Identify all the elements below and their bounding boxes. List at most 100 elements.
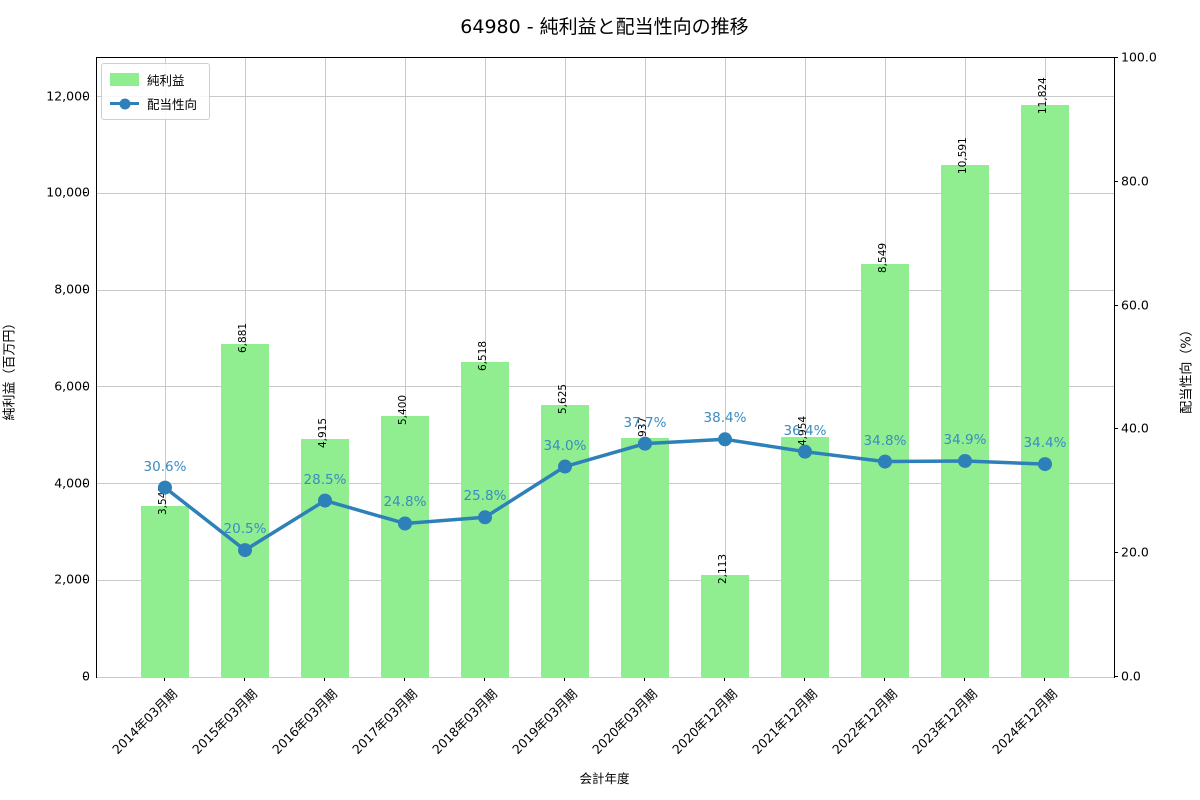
gridline-horizontal <box>97 289 1114 291</box>
payout-ratio-label: 34.0% <box>543 437 587 454</box>
data-point-marker <box>798 444 812 459</box>
x-tick-label: 2019年03月期 <box>508 686 580 757</box>
tick-mark <box>404 677 405 681</box>
payout-ratio-label: 20.5% <box>223 521 267 538</box>
gridline-horizontal <box>97 96 1114 98</box>
data-point-marker <box>238 543 252 558</box>
gridline-horizontal <box>97 579 1114 581</box>
bar-net-income <box>301 439 349 677</box>
payout-ratio-label: 38.4% <box>703 410 747 427</box>
x-tick-label: 2020年03月期 <box>588 686 660 757</box>
tick-mark <box>884 677 885 681</box>
bar-swatch-icon <box>110 73 139 86</box>
y-right-axis-label: 配当性向（%） <box>1179 323 1195 414</box>
payout-ratio-label: 30.6% <box>143 458 187 475</box>
bar-net-income <box>541 404 589 677</box>
tick-mark <box>804 677 805 681</box>
legend-item-net-income: 純利益 <box>110 70 197 89</box>
tick-mark <box>1044 677 1045 681</box>
tick-mark <box>83 289 87 291</box>
y-left-axis-label: 純利益（百万円） <box>2 316 18 421</box>
x-axis-label: 会計年度 <box>579 771 630 786</box>
legend-label: 純利益 <box>147 73 185 88</box>
x-tick-label: 2021年12月期 <box>748 686 820 757</box>
tick-mark <box>164 677 165 681</box>
tick-mark <box>564 677 565 681</box>
tick-mark <box>1114 552 1118 554</box>
payout-ratio-label: 34.9% <box>943 431 987 448</box>
tick-mark <box>83 579 87 581</box>
y-left-tick-label: 0 <box>10 669 90 684</box>
data-point-marker <box>318 493 332 508</box>
plot-area: 3,545 6,881 4,915 5,400 6,518 5,625 4,937 2,113… <box>96 57 1115 678</box>
gridline-vertical <box>324 58 326 677</box>
x-tick-label: 2016年03月期 <box>268 686 340 757</box>
gridline-vertical <box>404 58 406 677</box>
payout-ratio-label: 24.8% <box>383 494 427 511</box>
data-point-marker <box>1038 457 1052 472</box>
chart-title: 64980 - 純利益と配当性向の推移 <box>460 16 749 38</box>
line-swatch-icon <box>110 97 139 110</box>
tick-mark <box>1114 180 1118 182</box>
data-point-marker <box>638 436 652 451</box>
y-left-tick-label: 6,000 <box>54 378 90 394</box>
y-right-tick-label: 60.0 <box>1121 297 1149 313</box>
y-right-tick-label: 80.0 <box>1121 173 1149 189</box>
gridline-vertical <box>804 58 806 677</box>
gridline-vertical <box>564 58 566 677</box>
data-point-marker <box>718 432 732 447</box>
x-tick-label: 2014年03月期 <box>108 686 180 757</box>
data-point-marker <box>478 510 492 525</box>
y-left-tick-label: 12,000 <box>46 88 90 104</box>
tick-mark <box>1114 428 1118 430</box>
bar-net-income <box>621 438 669 677</box>
y-right-tick-label: 0.0 <box>1121 668 1141 684</box>
gridline-horizontal <box>97 483 1114 485</box>
payout-ratio-label: 34.4% <box>1023 435 1067 452</box>
data-point-marker <box>958 453 972 468</box>
bar-net-income <box>221 344 269 677</box>
bar-net-income <box>941 164 989 677</box>
bar-net-income <box>701 574 749 677</box>
legend-item-payout-ratio: 配当性向 <box>110 94 197 113</box>
y-left-tick-label: 8,000 <box>54 281 90 297</box>
tick-mark <box>83 95 87 97</box>
tick-mark <box>244 677 245 681</box>
payout-ratio-label: 36.4% <box>783 422 827 439</box>
bar-net-income <box>1021 105 1069 677</box>
tick-mark <box>1114 304 1118 306</box>
data-point-marker <box>158 480 172 495</box>
x-tick-label: 2018年03月期 <box>428 686 500 757</box>
tick-mark <box>964 677 965 681</box>
y-left-tick-label: 2,000 <box>54 571 90 587</box>
legend-label: 配当性向 <box>147 97 198 112</box>
y-right-tick-label: 20.0 <box>1121 544 1149 560</box>
x-tick-label: 2017年03月期 <box>348 686 420 757</box>
y-left-tick-label: 10,000 <box>46 184 90 200</box>
y-right-tick-label: 100.0 <box>1121 49 1157 65</box>
tick-mark <box>1114 676 1118 677</box>
tick-mark <box>484 677 485 681</box>
x-tick-label: 2024年12月期 <box>988 686 1060 757</box>
tick-mark <box>324 677 325 681</box>
bar-net-income <box>781 437 829 677</box>
y-right-tick-label: 40.0 <box>1121 420 1149 436</box>
payout-ratio-label: 34.8% <box>863 432 907 449</box>
payout-ratio-label: 25.8% <box>463 488 507 505</box>
tick-mark <box>724 677 725 681</box>
x-tick-label: 2020年12月期 <box>668 686 740 757</box>
legend: 純利益 配当性向 <box>101 63 211 120</box>
tick-mark <box>83 676 87 677</box>
tick-mark <box>83 482 87 484</box>
x-tick-label: 2022年12月期 <box>828 686 900 757</box>
x-tick-label: 2023年12月期 <box>908 686 980 757</box>
tick-mark <box>644 677 645 681</box>
x-tick-label: 2015年03月期 <box>188 686 260 757</box>
payout-ratio-label: 37.7% <box>623 414 667 431</box>
gridline-vertical <box>644 58 646 677</box>
gridline-horizontal <box>97 386 1114 388</box>
bar-net-income <box>861 263 909 677</box>
gridline-vertical <box>164 58 166 677</box>
tick-mark <box>83 192 87 194</box>
